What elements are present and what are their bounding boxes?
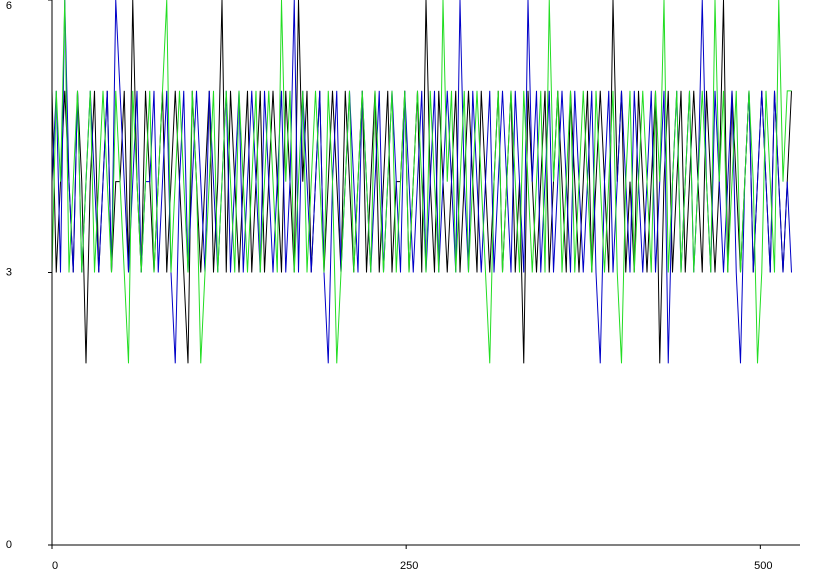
x-tick-label: 250: [400, 560, 418, 572]
x-tick-label: 500: [754, 560, 772, 572]
series-line: [51, 0, 792, 364]
y-tick-label: 6: [6, 0, 12, 12]
series-line: [51, 0, 792, 364]
series-line: [51, 0, 792, 364]
y-tick-label: 0: [6, 539, 12, 551]
x-tick-label: 0: [52, 560, 58, 572]
y-tick-label: 3: [6, 266, 12, 278]
